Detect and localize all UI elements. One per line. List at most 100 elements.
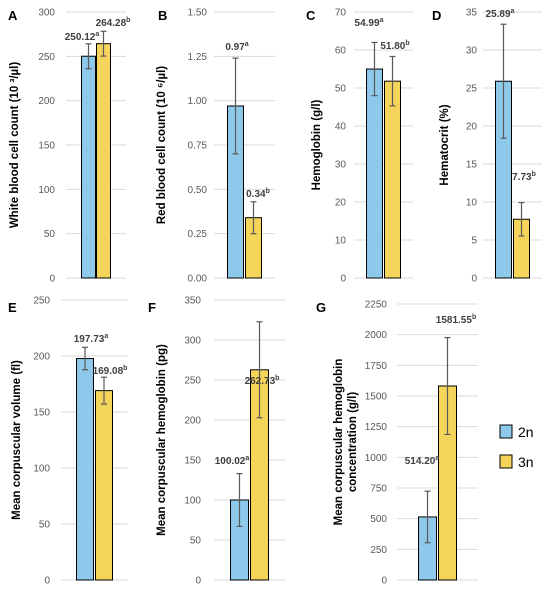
data-label-2n: 0.97a <box>225 41 248 53</box>
data-label-superscript: a <box>245 455 249 462</box>
y-tick-label: 10 <box>335 236 347 247</box>
y-axis-title: Hematocrit (%) <box>439 104 451 185</box>
data-label-superscript: b <box>532 171 536 178</box>
data-label-value: 0.97 <box>225 42 245 53</box>
data-label-3n: 169.08b <box>93 365 128 377</box>
data-label-value: 54.99 <box>355 18 380 29</box>
data-label-superscript: b <box>275 375 279 382</box>
data-label-value: 197.73 <box>74 334 105 345</box>
y-tick-label: 150 <box>38 141 55 152</box>
data-label-3n: 1581.55b <box>436 314 476 326</box>
y-tick-label: 100 <box>33 464 50 475</box>
data-label-value: 264.28 <box>96 18 127 29</box>
y-tick-label: 50 <box>335 84 347 95</box>
data-label-superscript: b <box>405 40 409 47</box>
data-label-superscript: b <box>126 17 130 24</box>
data-label-value: 514.20 <box>405 456 436 467</box>
panel-d: 0 5 10 15 20 25 30 35 Hematocrit (%) D 25.89a 7.73b <box>432 8 542 285</box>
y-tick-label: 1.25 <box>188 52 208 63</box>
panel-label: F <box>148 300 156 315</box>
y-axis-title: Mean corpuscular hemoglobin concentration… <box>333 359 359 526</box>
bar-2n <box>81 55 96 279</box>
y-tick-label: 100 <box>38 185 55 196</box>
y-tick-label: 1500 <box>365 392 388 403</box>
y-tick-label: 0 <box>195 576 201 587</box>
data-label-2n: 54.99a <box>355 17 384 29</box>
y-tick-label: 1.50 <box>188 8 208 19</box>
legend-swatch-2n <box>499 424 513 439</box>
y-tick-label: 0 <box>471 274 477 285</box>
y-tick-label: 20 <box>466 122 478 133</box>
y-axis-title-line: Red blood cell count (10 ⁶/µl) <box>156 66 168 224</box>
data-label-2n: 250.12a <box>65 31 100 43</box>
data-label-superscript: b <box>123 365 127 372</box>
panel-label: B <box>158 8 167 23</box>
y-tick-label: 150 <box>184 456 201 467</box>
y-tick-label: 200 <box>38 96 55 107</box>
y-axis-title-line: Hematocrit (%) <box>439 104 451 185</box>
y-tick-label: 1000 <box>365 453 388 464</box>
y-tick-label: 750 <box>370 484 387 495</box>
y-tick-label: 250 <box>370 545 387 556</box>
data-label-value: 51.80 <box>380 41 405 52</box>
y-axis-title-line: Mean corpuscular hemoglobin (pg) <box>156 344 168 536</box>
panel-a: 0 50 100 150 200 250 300 White blood cell count… <box>8 8 130 285</box>
data-label-superscript: a <box>380 17 384 24</box>
y-tick-label: 350 <box>184 296 201 307</box>
y-tick-label: 35 <box>466 8 478 19</box>
y-tick-label: 10 <box>466 198 478 209</box>
y-tick-label: 15 <box>466 160 478 171</box>
y-axis-title: White blood cell count (10 ³/µl) <box>9 62 21 229</box>
y-tick-label: 30 <box>335 160 347 171</box>
y-axis-title: Hemoglobin (g/l) <box>311 99 323 190</box>
y-axis-title-line: Mean corpuscular volume (fl) <box>11 360 23 520</box>
y-tick-label: 200 <box>33 352 50 363</box>
panel-label: C <box>306 8 316 23</box>
y-tick-label: 2250 <box>365 300 388 311</box>
y-tick-label: 70 <box>335 8 347 19</box>
data-label-value: 25.89 <box>486 9 511 20</box>
panel-f: 0 50 100 150 200 250 300 350 Mean corpuscular he… <box>148 296 285 587</box>
panel-label: G <box>316 300 326 315</box>
y-tick-label: 0 <box>49 274 55 285</box>
y-tick-label: 150 <box>33 408 50 419</box>
y-tick-label: 300 <box>38 8 55 19</box>
panel-label: D <box>432 8 441 23</box>
y-tick-label: 5 <box>471 236 477 247</box>
data-label-value: 100.02 <box>215 456 246 467</box>
y-tick-label: 0 <box>340 274 346 285</box>
bar-2n <box>366 68 383 279</box>
y-axis-title-line: Hemoglobin (g/l) <box>311 99 323 190</box>
data-label-value: 169.08 <box>93 366 124 377</box>
data-label-value: 250.12 <box>65 32 96 43</box>
data-label-2n: 25.89a <box>486 8 515 20</box>
data-label-value: 0.34 <box>246 189 266 200</box>
data-label-value: 1581.55 <box>436 315 473 326</box>
bar-2n <box>76 358 94 581</box>
y-tick-label: 0 <box>44 576 50 587</box>
data-label-value: 7.73 <box>512 172 532 183</box>
y-tick-label: 0.50 <box>188 185 208 196</box>
y-tick-label: 0.75 <box>188 141 208 152</box>
y-tick-label: 20 <box>335 198 347 209</box>
legend-swatch-3n <box>499 454 513 469</box>
data-label-2n: 197.73a <box>74 333 109 345</box>
bar-3n <box>96 43 111 279</box>
data-label-3n: 264.28b <box>96 17 131 29</box>
y-tick-label: 300 <box>184 336 201 347</box>
data-label-3n: 51.80b <box>380 40 409 52</box>
data-label-3n: 262.73b <box>245 375 280 387</box>
data-label-superscript: a <box>95 31 99 38</box>
y-tick-label: 30 <box>466 46 478 57</box>
y-tick-label: 1250 <box>365 422 388 433</box>
y-axis-title: Mean corpuscular volume (fl) <box>11 360 23 520</box>
data-label-3n: 7.73b <box>512 171 536 183</box>
panel-c: 0 10 20 30 40 50 60 70 Hemoglobin (g/l) C 54.99a 51… <box>306 8 413 285</box>
data-label-3n: 0.34b <box>246 188 270 200</box>
y-axis-title: Red blood cell count (10 ⁶/µl) <box>156 66 168 224</box>
data-label-superscript: a <box>104 333 108 340</box>
y-tick-label: 60 <box>335 46 347 57</box>
data-label-superscript: a <box>435 455 439 462</box>
y-tick-label: 50 <box>39 520 51 531</box>
